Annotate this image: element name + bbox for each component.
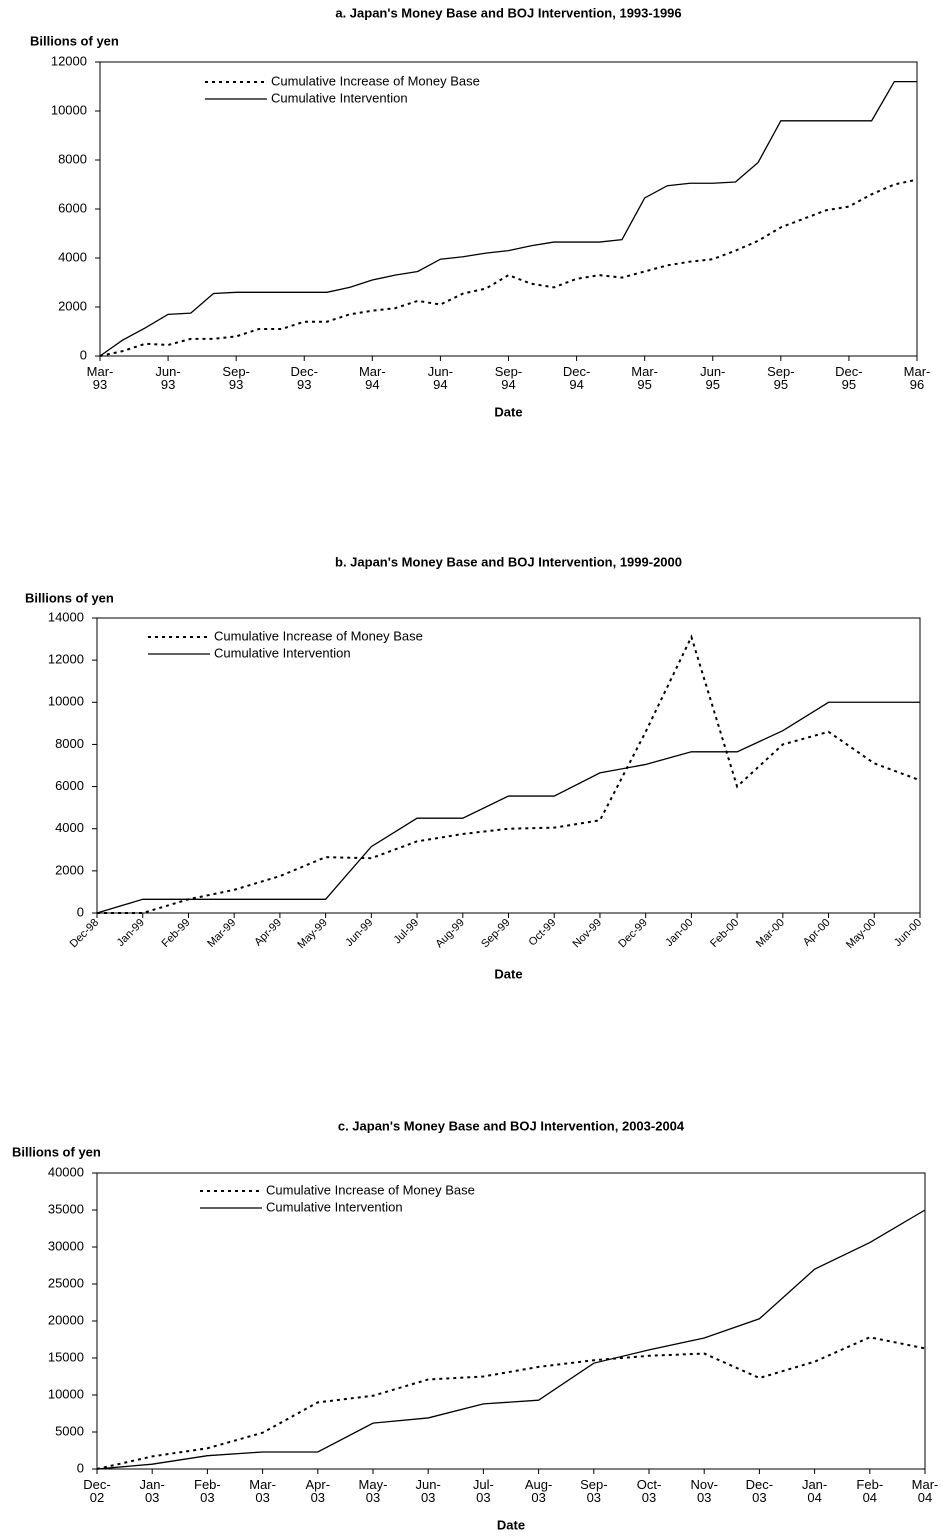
y-tick-label: 14000 [48, 609, 84, 624]
x-tick-label: Oct-99 [527, 917, 559, 949]
x-tick-label: Jul- 03 [472, 1477, 494, 1505]
x-tick-label: Sep-99 [479, 917, 513, 951]
x-tick-label: Jan-00 [663, 917, 695, 949]
y-tick-label: 2000 [58, 298, 87, 313]
x-tick-label: Nov- 03 [690, 1477, 718, 1505]
x-tick-label: Oct- 03 [636, 1477, 662, 1505]
x-tick-label: Mar-99 [205, 917, 238, 950]
x-tick-label: Jun- 94 [427, 364, 454, 392]
y-tick-label: 4000 [55, 820, 84, 835]
x-tick-label: Dec-98 [68, 917, 102, 951]
chart-title: b. Japan's Money Base and BOJ Interventi… [335, 554, 682, 569]
y-tick-label: 20000 [48, 1312, 84, 1327]
x-tick-label: Dec- 95 [835, 364, 863, 392]
legend-label: Cumulative Increase of Money Base [266, 1182, 475, 1197]
x-tick-label: May- 03 [358, 1477, 388, 1505]
y-tick-label: 30000 [48, 1238, 84, 1253]
plot-frame [96, 617, 921, 914]
x-tick-label: Nov-99 [571, 917, 605, 951]
x-tick-label: Dec- 94 [562, 364, 591, 392]
legend-label: Cumulative Intervention [266, 1199, 403, 1214]
x-tick-label: Mar- 95 [631, 364, 659, 392]
x-tick-label: Jan- 04 [801, 1477, 828, 1505]
y-tick-label: 10000 [51, 102, 87, 117]
series-line [99, 178, 918, 357]
y-tick-label: 4000 [58, 249, 87, 264]
x-tick-label: Dec- 02 [83, 1477, 111, 1505]
y-axis-label: Billions of yen [30, 33, 119, 48]
x-tick-label: Aug- 03 [524, 1477, 553, 1505]
legend-label: Cumulative Intervention [271, 90, 408, 105]
x-tick-label: Jun- 95 [700, 364, 726, 392]
y-tick-label: 12000 [48, 652, 84, 667]
x-tick-label: Jun-99 [343, 917, 375, 949]
y-tick-label: 12000 [51, 53, 87, 68]
x-tick-label: Aug-99 [433, 917, 467, 951]
x-tick-label: Apr-99 [252, 917, 284, 949]
y-tick-label: 10000 [48, 694, 84, 709]
series-line [96, 1336, 926, 1470]
y-tick-label: 40000 [48, 1164, 84, 1179]
x-tick-label: Dec- 03 [745, 1477, 774, 1505]
x-tick-label: Feb-99 [159, 917, 192, 950]
y-tick-label: 0 [80, 347, 87, 362]
x-tick-label: Apr-00 [801, 917, 833, 949]
series-line [97, 634, 921, 914]
y-tick-label: 0 [77, 904, 84, 919]
y-tick-label: 0 [77, 1460, 84, 1475]
y-tick-label: 5000 [55, 1423, 84, 1438]
x-tick-label: May-99 [295, 917, 329, 951]
y-tick-label: 8000 [58, 151, 87, 166]
chart-title: c. Japan's Money Base and BOJ Interventi… [338, 1118, 685, 1133]
x-axis-label: Date [494, 404, 522, 419]
x-tick-label: Apr- 03 [305, 1477, 331, 1505]
x-tick-label: Mar- 04 [911, 1477, 939, 1505]
series-line [96, 701, 920, 914]
x-tick-label: Sep- 95 [767, 364, 795, 392]
y-tick-label: 25000 [48, 1275, 84, 1290]
x-tick-label: Sep- 03 [580, 1477, 608, 1505]
x-tick-label: Dec-99 [616, 917, 650, 951]
series-line [99, 80, 917, 357]
y-tick-label: 2000 [55, 862, 84, 877]
x-tick-label: Sep- 93 [222, 364, 250, 392]
plot-frame [99, 61, 918, 357]
x-tick-label: Mar- 96 [903, 364, 931, 392]
y-tick-label: 35000 [48, 1201, 84, 1216]
x-tick-label: Sep- 94 [494, 364, 523, 392]
x-tick-label: Jun- 93 [155, 364, 181, 392]
x-axis-label: Date [494, 966, 522, 981]
x-tick-label: Jun-00 [892, 917, 924, 949]
x-tick-label: Jan- 03 [139, 1477, 165, 1505]
x-tick-label: Jan-99 [115, 917, 147, 949]
x-tick-label: Jul-99 [392, 917, 422, 947]
x-tick-label: May-00 [844, 917, 878, 951]
y-tick-label: 10000 [48, 1386, 84, 1401]
x-tick-label: Dec- 93 [290, 364, 318, 392]
y-axis-label: Billions of yen [12, 1144, 101, 1159]
x-tick-label: Jun- 03 [415, 1477, 441, 1505]
y-tick-label: 8000 [55, 736, 84, 751]
plot-frame [96, 1172, 926, 1470]
x-tick-label: Feb- 04 [856, 1477, 884, 1505]
y-tick-label: 6000 [55, 778, 84, 793]
series-line [96, 1209, 926, 1470]
legend-label: Cumulative Increase of Money Base [271, 73, 480, 88]
legend-label: Cumulative Intervention [214, 645, 351, 660]
y-tick-label: 6000 [58, 200, 87, 215]
y-tick-label: 15000 [48, 1349, 84, 1364]
x-tick-label: Feb-00 [708, 917, 741, 950]
y-axis-label: Billions of yen [25, 590, 114, 605]
x-tick-label: Mar- 03 [249, 1477, 276, 1505]
x-axis-label: Date [497, 1517, 525, 1532]
chart-title: a. Japan's Money Base and BOJ Interventi… [335, 5, 681, 20]
legend-label: Cumulative Increase of Money Base [214, 628, 423, 643]
x-tick-label: Mar-00 [754, 917, 787, 950]
x-tick-label: Mar- 94 [358, 364, 386, 392]
x-tick-label: Mar- 93 [86, 364, 114, 392]
x-tick-label: Feb- 03 [194, 1477, 221, 1505]
